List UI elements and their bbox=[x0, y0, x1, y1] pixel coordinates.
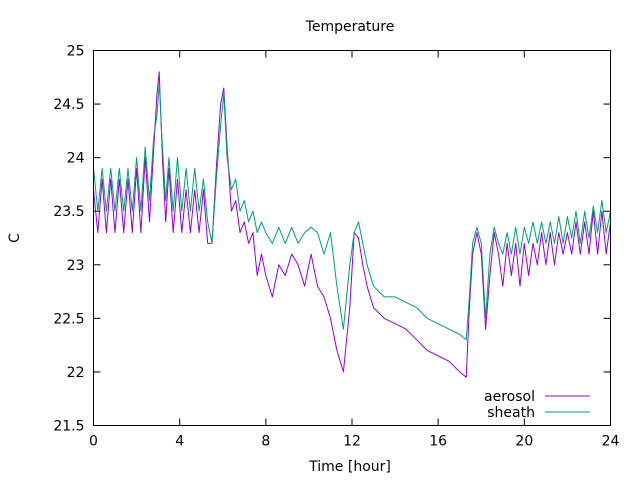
series-line-sheath bbox=[93, 82, 611, 341]
y-tick-label: 22 bbox=[67, 365, 85, 381]
x-tick-label: 20 bbox=[515, 434, 533, 450]
y-tick-label: 24 bbox=[67, 151, 85, 167]
x-axis: 0 4 8 12 16 20 24 bbox=[89, 50, 620, 450]
x-tick-label: 4 bbox=[175, 434, 184, 450]
x-tick-label: 16 bbox=[429, 434, 447, 450]
legend-label-aerosol: aerosol bbox=[484, 389, 535, 405]
y-tick-label: 25 bbox=[67, 44, 85, 60]
x-tick-label: 12 bbox=[343, 434, 361, 450]
x-tick-label: 8 bbox=[261, 434, 270, 450]
y-tick-label: 24.5 bbox=[53, 97, 84, 113]
x-tick-label: 0 bbox=[89, 434, 98, 450]
plot-frame bbox=[93, 50, 611, 426]
y-axis-label: C bbox=[7, 233, 23, 243]
x-axis-label: Time [hour] bbox=[308, 459, 391, 475]
y-tick-label: 23 bbox=[67, 258, 85, 274]
series-line-aerosol bbox=[93, 71, 611, 378]
legend-label-sheath: sheath bbox=[487, 405, 535, 421]
x-tick-label: 24 bbox=[602, 434, 620, 450]
chart-title: Temperature bbox=[305, 19, 395, 35]
y-tick-label: 22.5 bbox=[53, 311, 84, 327]
series-layer bbox=[93, 71, 611, 378]
y-tick-label: 23.5 bbox=[53, 204, 84, 220]
y-tick-label: 21.5 bbox=[53, 419, 84, 435]
y-axis: 21.5 22 22.5 23 23.5 24 24.5 25 bbox=[53, 44, 611, 435]
